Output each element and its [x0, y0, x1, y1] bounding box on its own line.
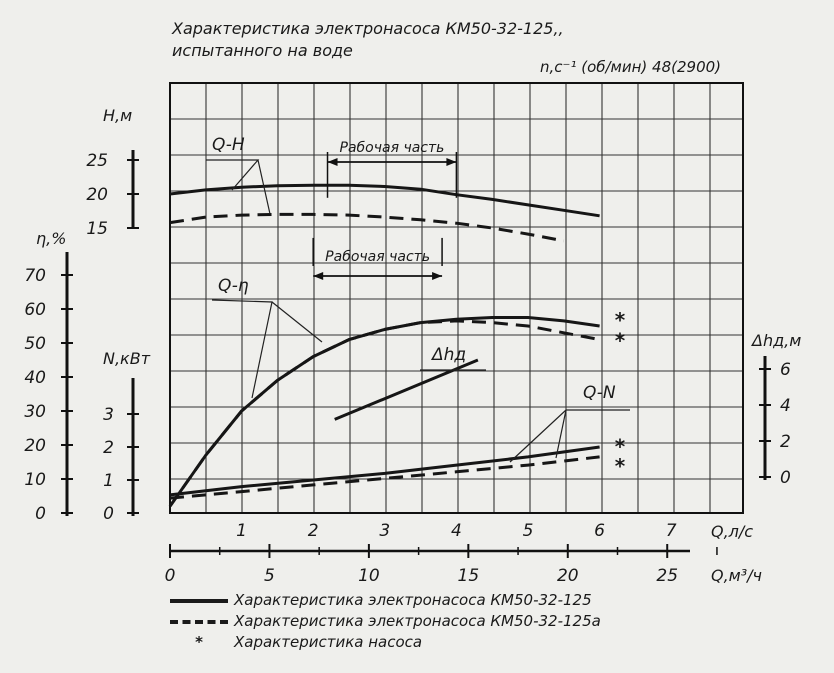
series-line-1 [169, 212, 565, 243]
pump-marker: * [615, 308, 626, 332]
title-line-1: Характеристика электронасоса КМ50-32-125… [172, 19, 564, 38]
series-line-0 [169, 183, 600, 218]
legend: Характеристика электронасоса КМ50-32-125… [170, 590, 601, 653]
y-tick-label-eta: 50 [24, 334, 46, 354]
x-tick-label-m3h: 20 [557, 566, 579, 586]
x-tick-label-m3h: 5 [264, 566, 275, 586]
y-tick-label-dh: 2 [780, 432, 791, 452]
y-tick-label-dh: 0 [780, 468, 791, 488]
y-tick-label-n: 2 [103, 438, 114, 458]
work-part-top-label: Рабочая часть [340, 140, 445, 156]
x-tick-label-ls: 1 [236, 521, 247, 541]
x-tick-label-ls: 2 [308, 521, 319, 541]
x-axis-label-m3h: Q,м³/ч [711, 566, 762, 585]
x-tick-label-ls: 3 [379, 521, 390, 541]
label-qn: Q-N [583, 383, 616, 403]
leader-qn [509, 409, 630, 463]
y-axis-label-dh: Δhд,м [750, 331, 801, 350]
legend-item-solid: Характеристика электронасоса КМ50-32-125 [170, 590, 601, 611]
y-tick-label-eta: 40 [24, 368, 46, 388]
solid-line-swatch [170, 598, 228, 603]
x-tick-label-ls: 7 [666, 521, 677, 541]
legend-item-star: * Характеристика насоса [170, 632, 601, 653]
x-tick-label-ls: 4 [451, 521, 462, 541]
dashed-line-swatch [170, 619, 228, 624]
x-axis-label-ls: Q,л/с [711, 522, 753, 541]
label-dh: Δhд [430, 345, 466, 365]
leader-qeta [211, 299, 323, 399]
work-part-bottom-arrow-left [313, 272, 324, 280]
pump-marker: * [615, 454, 626, 478]
work-part-top-arrow-right [446, 158, 457, 166]
y-axis-label-n: N,кВт [103, 349, 151, 368]
legend-item-dashed: Характеристика электронасоса КМ50-32-125… [170, 611, 601, 632]
y-tick-label-h: 25 [86, 151, 108, 171]
legend-label-dashed: Характеристика электронасоса КМ50-32-125… [234, 612, 601, 630]
x-tick-label-m3h: 25 [656, 566, 678, 586]
series-line-4 [169, 445, 600, 497]
y-tick-label-n: 1 [103, 471, 114, 491]
work-part-bottom-label: Рабочая часть [325, 249, 430, 265]
y-tick-label-dh: 6 [780, 360, 791, 380]
x-tick-label-m3h: 0 [165, 566, 176, 586]
y-tick-label-n: 0 [103, 504, 114, 524]
x-tick-label-ls: 6 [594, 521, 605, 541]
plot-frame [169, 82, 744, 514]
label-qeta: Q-η [218, 276, 249, 296]
y-tick-label-eta: 30 [24, 402, 46, 422]
legend-label-solid: Характеристика электронасоса КМ50-32-125 [234, 591, 592, 609]
series-line-5 [169, 455, 600, 500]
label-qh: Q-H [212, 135, 245, 155]
x-tick-label-m3h: 15 [458, 566, 480, 586]
y-axis-label-h: H,м [103, 106, 132, 125]
leader-qh [206, 159, 271, 215]
y-tick-label-eta: 60 [24, 300, 46, 320]
pump-marker: * [615, 329, 626, 353]
speed-label: n,c⁻¹ (об/мин) 48(2900) [540, 58, 722, 76]
pump-marker: * [615, 434, 626, 458]
y-tick-label-eta: 70 [24, 266, 46, 286]
y-tick-label-h: 15 [86, 219, 108, 239]
work-part-top-arrow-left [327, 158, 338, 166]
x-tick-label-ls: 5 [523, 521, 534, 541]
y-tick-label-n: 3 [103, 405, 114, 425]
series-line-2 [168, 316, 600, 508]
x-tick-label-m3h: 10 [358, 566, 380, 586]
work-part-bottom-arrow-right [432, 272, 443, 280]
y-tick-label-eta: 0 [35, 504, 46, 524]
title-line-2: испытанного на воде [172, 41, 353, 60]
y-tick-label-eta: 20 [24, 436, 46, 456]
y-tick-label-h: 20 [86, 185, 108, 205]
series-line-6 [334, 358, 479, 421]
star-icon: * [195, 633, 203, 651]
y-axis-label-eta: η,% [36, 229, 66, 248]
y-tick-label-eta: 10 [24, 470, 46, 490]
y-tick-label-dh: 4 [780, 396, 791, 416]
legend-label-star: Характеристика насоса [234, 633, 423, 651]
chart-title: Характеристика электронасоса КМ50-32-125… [172, 18, 564, 62]
series-line-3 [168, 319, 600, 508]
